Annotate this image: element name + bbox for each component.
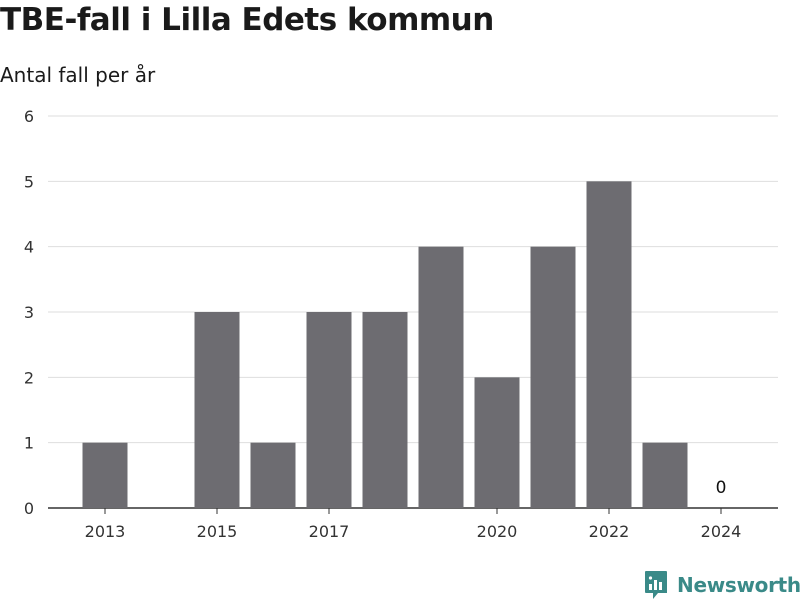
y-tick-label: 5 (24, 172, 34, 191)
chart-title: TBE-fall i Lilla Edets kommun (0, 2, 494, 38)
bar-2018 (362, 312, 408, 508)
y-tick-label: 2 (24, 368, 34, 387)
x-tick-label: 2017 (309, 522, 350, 541)
x-tick-label: 2022 (589, 522, 630, 541)
y-tick-label: 4 (24, 238, 34, 257)
x-tick-label: 2015 (197, 522, 238, 541)
x-tick-label: 2013 (85, 522, 126, 541)
bar-2013 (82, 442, 128, 508)
y-tick-label: 6 (24, 107, 34, 126)
newsworthy-logo-text: Newsworthy (677, 573, 800, 597)
x-axis-ticks: 2013 2015 2017 2020 2022 2024 (85, 508, 742, 541)
bars (82, 181, 688, 509)
bar-2016 (250, 442, 296, 508)
x-tick-label: 2024 (701, 522, 742, 541)
bar-2023 (642, 442, 688, 508)
chart-subtitle: Antal fall per år (0, 63, 156, 87)
bar-2022 (586, 181, 632, 509)
newsworthy-icon (645, 571, 667, 599)
newsworthy-logo: Newsworthy (644, 569, 800, 601)
bar-2015 (194, 312, 240, 508)
y-axis-ticks: 0 1 2 3 4 5 6 (24, 107, 34, 518)
bar-2019 (418, 246, 464, 508)
bar-2021 (530, 246, 576, 508)
data-labels: 0 (716, 478, 727, 498)
bar-2020 (474, 377, 520, 508)
x-tick-label: 2020 (477, 522, 518, 541)
y-tick-label: 3 (24, 303, 34, 322)
y-tick-label: 1 (24, 434, 34, 453)
y-tick-label: 0 (24, 499, 34, 518)
data-label: 0 (716, 478, 727, 498)
bar-2017 (306, 312, 352, 508)
